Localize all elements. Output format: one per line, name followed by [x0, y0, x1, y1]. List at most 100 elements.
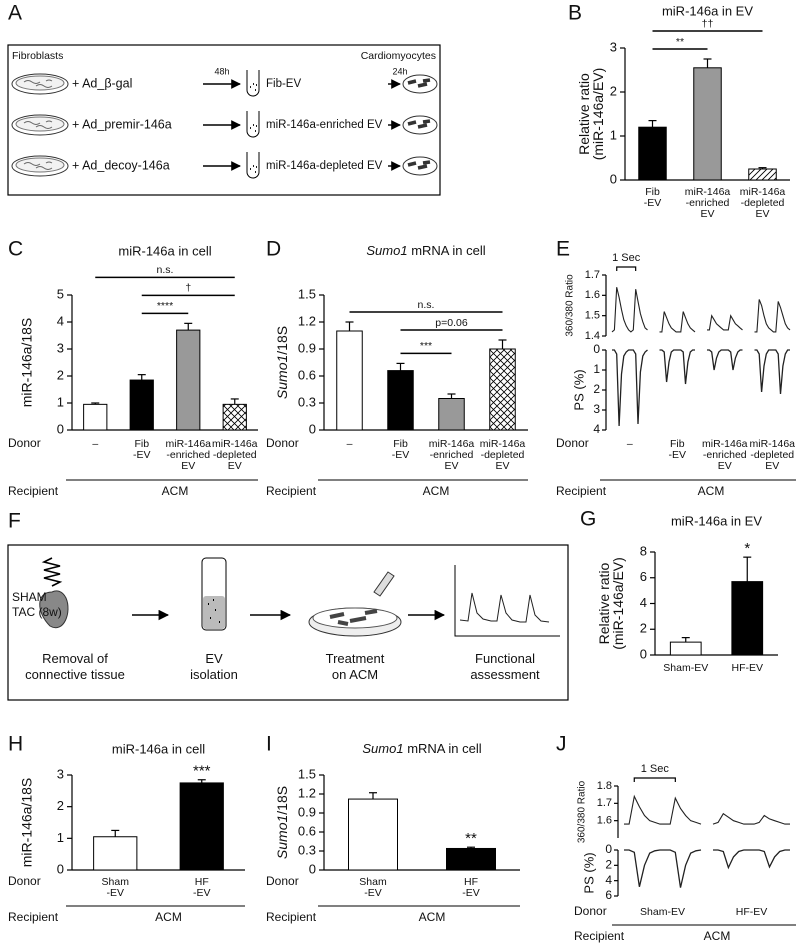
x-tick-label: HF-EV	[732, 662, 764, 674]
fibroblast-icon	[23, 120, 53, 129]
text-run: Sumo1	[274, 815, 290, 859]
y-tick-label: 0.6	[298, 367, 316, 382]
text-run: /18S	[274, 786, 290, 815]
scale-bar	[616, 266, 637, 271]
cardiomyocyte-icon	[407, 119, 431, 129]
text-line: miR-146a	[685, 186, 731, 198]
text-run: mRNA in cell	[408, 243, 486, 258]
y-tick-label: 2	[610, 83, 617, 98]
text-run: Sumo1	[274, 355, 290, 399]
cardiomyocyte-icon	[407, 160, 431, 170]
row-label: Recipient	[266, 484, 317, 498]
tube-dots	[208, 599, 220, 623]
y-tick-label: 4	[605, 873, 612, 887]
ratio-trace	[659, 311, 696, 333]
treatment-label: + Ad_decoy-146a	[72, 158, 170, 172]
y-axis-label: 360/380 Ratio	[565, 274, 576, 337]
recipient-label: ACM	[698, 484, 725, 498]
product-label: Fib-EV	[266, 78, 301, 90]
pipette-icon	[373, 571, 395, 597]
y-tick-label: 3	[57, 766, 64, 781]
y-tick-label: 4	[57, 313, 64, 328]
tube-icon	[246, 152, 260, 179]
scale-label: 1 Sec	[641, 763, 670, 775]
bar	[387, 370, 414, 431]
step-label: Treatment on ACM	[326, 651, 385, 682]
text-line: Treatment	[326, 651, 385, 666]
y-tick-label: 1	[57, 830, 64, 845]
text-line: Fib	[393, 438, 408, 450]
tube-dots	[250, 124, 257, 132]
y-tick-label: 0	[57, 861, 64, 876]
x-tick-label: miR-146a -depleted EV	[749, 438, 795, 472]
chart-title: Sumo1 mRNA in cell	[366, 243, 485, 258]
x-tick-label: HF-EV	[193, 876, 211, 899]
bar	[83, 403, 108, 431]
dish-inner	[15, 116, 65, 132]
chart-title: miR-146a in EV	[662, 3, 753, 18]
y-axis-label: PS (%)	[581, 852, 596, 893]
trace-axes-icon	[454, 565, 560, 637]
y-tick-label: 8	[640, 543, 647, 558]
y-tick-label: 1.7	[597, 797, 612, 809]
text-line: -EV	[193, 887, 211, 899]
panel-letter: I	[266, 733, 272, 756]
fibroblast-icon	[23, 79, 53, 88]
y-tick-label: 0.3	[298, 842, 316, 857]
text-line: (miR-146a/EV)	[590, 68, 606, 161]
bar	[176, 329, 201, 431]
significance-label: ***	[420, 340, 432, 352]
text-line: miR-146a	[165, 438, 211, 450]
text-line: -enriched	[430, 449, 474, 461]
text-line: EV	[205, 651, 223, 666]
x-tick-label: Fib -EV	[392, 438, 410, 461]
row-label: Donor	[8, 874, 41, 888]
recipient-label: ACM	[704, 929, 731, 943]
text-line: –	[92, 438, 98, 450]
x-tick-label: HF-EV	[736, 906, 768, 918]
dish-inner	[312, 607, 398, 629]
panel-letter: J	[556, 733, 567, 756]
y-tick-label: 1	[57, 394, 64, 409]
text-line: Removal of	[42, 651, 108, 666]
text-line: Fib	[670, 438, 685, 450]
x-tick-label: miR-146a -enriched EV	[429, 438, 475, 472]
text-line: –	[627, 438, 633, 450]
significance-label: †	[185, 282, 191, 294]
x-tick-label: miR-146a -enriched EV	[685, 186, 731, 220]
diagram-header: Fibroblasts	[12, 50, 63, 62]
chart-title: miR-146a in cell	[118, 243, 211, 258]
dish-inner	[15, 75, 65, 91]
y-tick-label: 0.6	[298, 823, 316, 838]
row-label: Recipient	[266, 910, 317, 924]
x-tick-label: miR-146a -depleted EV	[740, 186, 786, 220]
panel-letter: D	[266, 238, 281, 261]
significance-label: **	[676, 36, 684, 48]
y-tick-label: 2	[57, 367, 64, 382]
text-line: HF	[195, 876, 209, 888]
panel-letter: A	[8, 2, 22, 25]
y-tick-label: 0	[610, 171, 617, 186]
text-line: isolation	[190, 667, 238, 682]
text-line: miR-146a	[740, 186, 786, 198]
y-axis-label: Relative ratio(miR-146a/EV)	[596, 557, 626, 650]
text-run: mRNA in cell	[404, 741, 482, 756]
y-axis-label: Relative ratio(miR-146a/EV)	[576, 68, 606, 161]
x-tick-label: miR-146a -enriched EV	[702, 438, 748, 472]
y-tick-label: 0	[309, 861, 316, 876]
y-axis-label: 360/380 Ratio	[577, 780, 588, 843]
y-tick-label: 2	[605, 858, 612, 872]
step-label: EV isolation	[190, 651, 238, 682]
bar	[669, 641, 702, 656]
text-line: EV	[755, 208, 769, 220]
y-tick-label: 1.5	[585, 310, 600, 322]
y-tick-label: 1.7	[585, 269, 600, 281]
bar	[638, 126, 667, 181]
x-tick-label: Fib -EV	[668, 438, 686, 461]
chart-title: Sumo1 mRNA in cell	[362, 741, 481, 756]
text-line: EV	[765, 460, 779, 472]
dish-inner	[15, 157, 65, 173]
